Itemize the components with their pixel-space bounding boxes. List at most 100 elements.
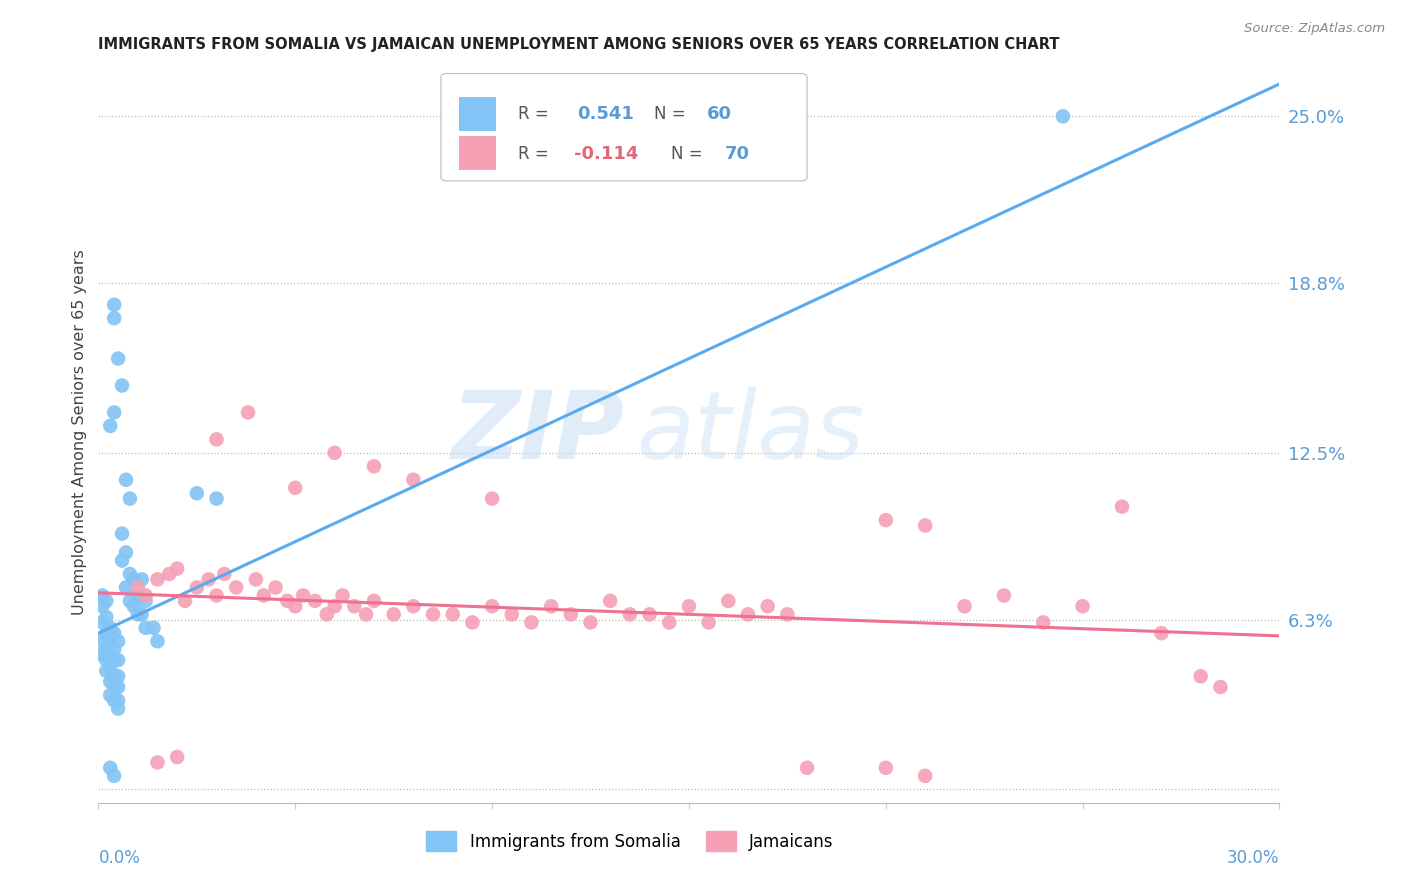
Text: N =: N = — [671, 145, 709, 162]
Point — [96, 610, 118, 624]
Point — [103, 653, 125, 667]
Point — [111, 553, 134, 567]
Point — [1071, 599, 1094, 614]
Point — [481, 491, 503, 506]
Point — [1209, 680, 1232, 694]
FancyBboxPatch shape — [441, 73, 807, 181]
Point — [540, 599, 562, 614]
Point — [107, 680, 129, 694]
Point — [253, 589, 276, 603]
Point — [91, 615, 114, 630]
Point — [96, 642, 118, 657]
Point — [98, 661, 121, 675]
Point — [1052, 109, 1074, 123]
Point — [131, 607, 153, 622]
Point — [146, 756, 169, 770]
Point — [98, 674, 121, 689]
Text: 0.541: 0.541 — [576, 105, 634, 123]
Point — [107, 693, 129, 707]
Point — [96, 594, 118, 608]
Point — [115, 545, 138, 559]
Point — [776, 607, 799, 622]
Point — [756, 599, 779, 614]
Point — [107, 351, 129, 366]
Text: R =: R = — [517, 145, 554, 162]
Point — [107, 653, 129, 667]
Point — [382, 607, 405, 622]
Point — [98, 761, 121, 775]
Point — [103, 405, 125, 419]
Text: Source: ZipAtlas.com: Source: ZipAtlas.com — [1244, 22, 1385, 36]
Text: 0.0%: 0.0% — [98, 848, 141, 866]
Point — [619, 607, 641, 622]
Text: N =: N = — [654, 105, 690, 123]
Point — [115, 581, 138, 595]
Point — [501, 607, 523, 622]
Point — [284, 481, 307, 495]
Point — [91, 589, 114, 603]
Point — [122, 599, 145, 614]
Point — [127, 581, 149, 595]
Point — [103, 626, 125, 640]
Point — [363, 459, 385, 474]
Point — [402, 599, 425, 614]
Point — [157, 566, 180, 581]
Point — [103, 311, 125, 326]
Point — [118, 566, 141, 581]
Point — [875, 513, 897, 527]
Point — [214, 566, 236, 581]
Point — [343, 599, 366, 614]
Point — [461, 615, 484, 630]
Point — [953, 599, 976, 614]
Point — [186, 581, 208, 595]
Point — [166, 561, 188, 575]
Point — [146, 572, 169, 586]
Point — [103, 642, 125, 657]
Point — [146, 634, 169, 648]
Point — [717, 594, 740, 608]
Point — [122, 572, 145, 586]
Point — [98, 634, 121, 648]
Point — [323, 446, 346, 460]
Point — [111, 378, 134, 392]
Point — [599, 594, 621, 608]
Point — [103, 693, 125, 707]
Point — [91, 648, 114, 662]
Point — [315, 607, 337, 622]
Point — [678, 599, 700, 614]
Point — [225, 581, 247, 595]
Text: ZIP: ZIP — [451, 386, 624, 479]
Point — [304, 594, 326, 608]
Point — [127, 607, 149, 622]
Point — [166, 750, 188, 764]
Text: 30.0%: 30.0% — [1227, 848, 1279, 866]
Point — [103, 769, 125, 783]
Point — [481, 599, 503, 614]
Point — [205, 433, 228, 447]
Point — [186, 486, 208, 500]
Point — [363, 594, 385, 608]
Point — [107, 669, 129, 683]
Point — [737, 607, 759, 622]
Point — [135, 621, 157, 635]
Legend: Immigrants from Somalia, Jamaicans: Immigrants from Somalia, Jamaicans — [420, 825, 839, 857]
Point — [205, 491, 228, 506]
Point — [96, 653, 118, 667]
Point — [236, 405, 259, 419]
Point — [332, 589, 354, 603]
Point — [98, 418, 121, 433]
Point — [91, 634, 114, 648]
Point — [98, 648, 121, 662]
Point — [796, 761, 818, 775]
Point — [1111, 500, 1133, 514]
Point — [135, 594, 157, 608]
Point — [697, 615, 720, 630]
Point — [107, 634, 129, 648]
Point — [131, 572, 153, 586]
Point — [276, 594, 298, 608]
Point — [174, 594, 197, 608]
Point — [103, 680, 125, 694]
Point — [520, 615, 543, 630]
Text: atlas: atlas — [636, 387, 865, 478]
Point — [135, 589, 157, 603]
